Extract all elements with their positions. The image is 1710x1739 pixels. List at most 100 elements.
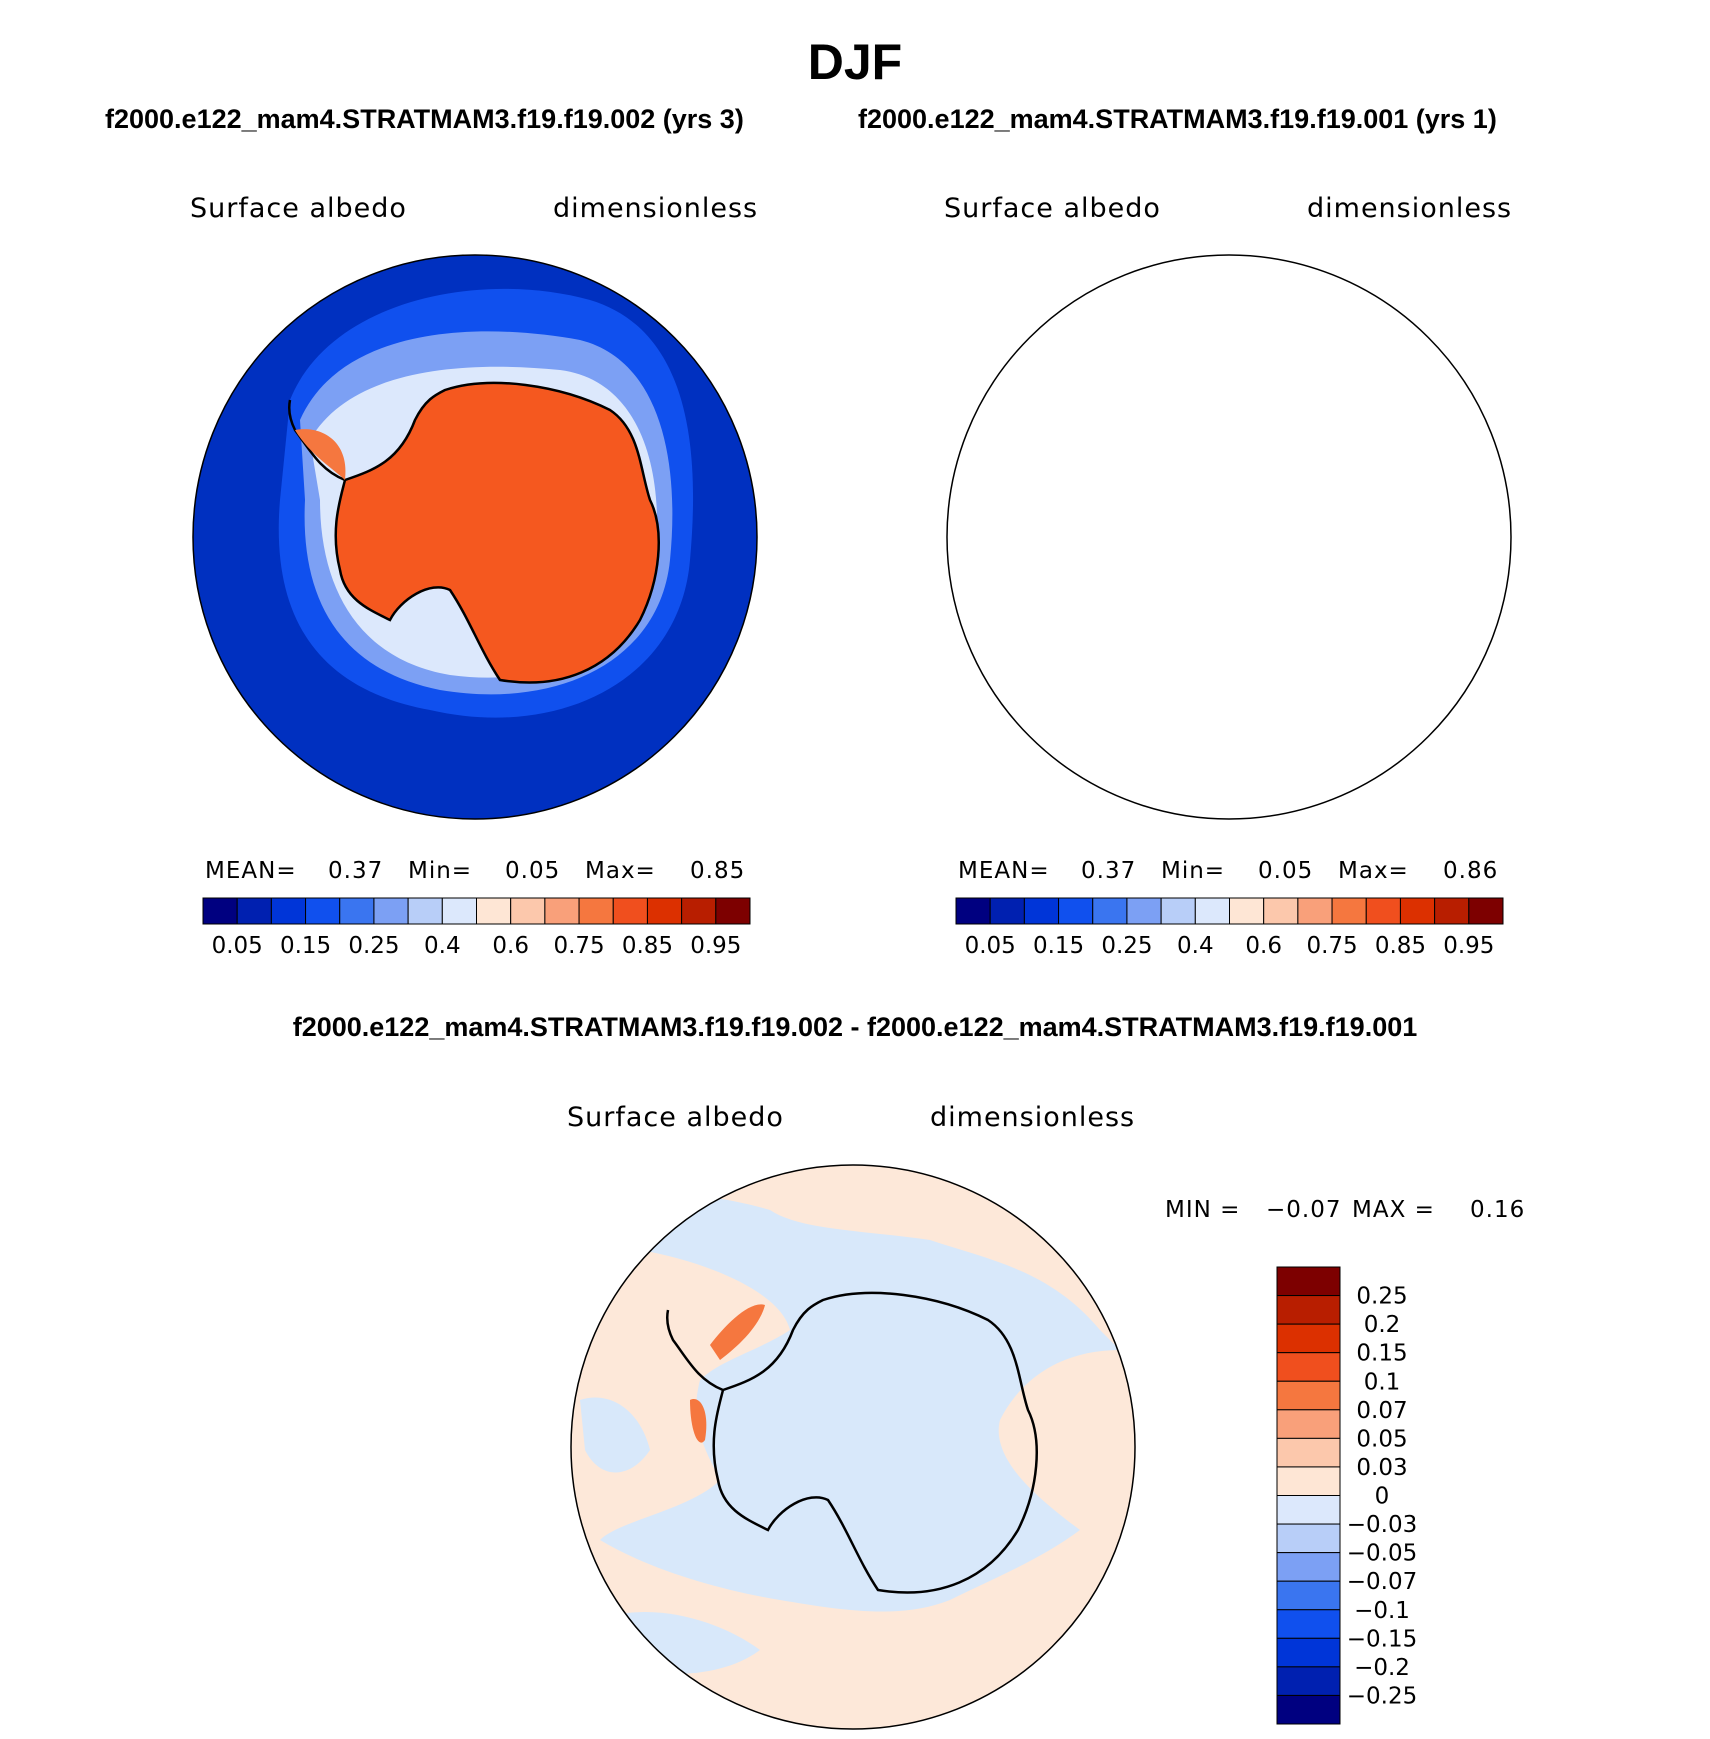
- peninsula-ice: [1049, 429, 1100, 480]
- colorbar-swatch: [1276, 1495, 1341, 1525]
- colorbar-swatch: [1276, 1580, 1341, 1611]
- colorbar-tick-label: 0.15: [1356, 1341, 1407, 1367]
- map-panel-2: [947, 255, 1511, 819]
- colorbar-swatch: [1276, 1694, 1341, 1725]
- colorbar-swatch: [1263, 897, 1299, 925]
- negative-difference-patch-west: [580, 1397, 650, 1473]
- colorbar-swatch: [1276, 1637, 1341, 1668]
- colorbar-swatch: [1276, 1523, 1341, 1554]
- colorbar-swatch: [1023, 897, 1060, 925]
- colorbar-swatch: [1276, 1380, 1341, 1411]
- colorbar-tick-label: 0.75: [1306, 933, 1357, 959]
- colorbar-tick-label: 0.6: [492, 933, 529, 959]
- colorbar-swatch: [612, 897, 648, 925]
- map-panel-1: [193, 255, 757, 819]
- colorbar-tick-label: 0.05: [965, 933, 1016, 959]
- colorbar-tick-label: 0.85: [1375, 933, 1426, 959]
- colorbar-swatch: [1276, 1295, 1341, 1325]
- sea-ice-band-mid: [1054, 331, 1426, 694]
- panel1-max-value: 0.85: [690, 858, 746, 884]
- colorbar-tick-label: 0: [1375, 1484, 1390, 1510]
- colorbar-swatch: [373, 897, 409, 925]
- colorbar-swatch: [1092, 897, 1128, 925]
- colorbar-swatch: [407, 897, 443, 925]
- panel1-variable-label: Surface albedo: [190, 193, 407, 224]
- positive-difference-hotspot-2: [690, 1399, 707, 1443]
- colorbar-swatch: [305, 897, 341, 925]
- panel2-max-value: 0.86: [1443, 858, 1499, 884]
- case-title-right: f2000.e122_mam4.STRATMAM3.f19.f19.001 (y…: [858, 104, 1497, 134]
- colorbar-tick-label: 0.25: [1356, 1284, 1407, 1310]
- panel2-mean-value: 0.37: [1081, 858, 1137, 884]
- colorbar-swatch: [1229, 897, 1265, 925]
- colorbar-swatch: [646, 897, 683, 925]
- difference-title: f2000.e122_mam4.STRATMAM3.f19.f19.002 - …: [292, 1012, 1418, 1042]
- panel2-units-label: dimensionless: [1307, 193, 1513, 224]
- colorbar-swatch: [989, 897, 1025, 925]
- colorbar-swatch: [1276, 1352, 1341, 1382]
- panel1-units-label: dimensionless: [553, 193, 759, 224]
- coastline: [1043, 383, 1412, 683]
- colorbar-tick-label: −0.05: [1347, 1541, 1417, 1567]
- colorbar-tick-label: −0.25: [1347, 1683, 1417, 1709]
- colorbar-swatch: [1434, 897, 1470, 925]
- panel3-max-label: MAX =: [1352, 1197, 1435, 1223]
- panel1-max-label: Max=: [585, 858, 656, 884]
- map3-border: [570, 1164, 1136, 1730]
- colorbar-swatch: [1276, 1266, 1341, 1297]
- colorbar-swatch: [1058, 897, 1094, 925]
- colorbar-swatch: [1297, 897, 1333, 925]
- map2-border: [946, 254, 1512, 820]
- colorbar-tick-label: 0.07: [1356, 1398, 1407, 1424]
- colorbar-swatch: [1194, 897, 1230, 925]
- map1-border: [192, 254, 758, 820]
- colorbar-swatch: [510, 897, 546, 925]
- colorbar-swatch: [544, 897, 580, 925]
- colorbar-tick-label: −0.03: [1347, 1512, 1417, 1538]
- colorbar-swatch: [1331, 897, 1367, 925]
- panel2-min-label: Min=: [1161, 858, 1226, 884]
- colorbar-swatch: [270, 897, 307, 925]
- colorbar-tick-label: −0.07: [1347, 1569, 1417, 1595]
- colorbar-swatch: [1276, 1437, 1341, 1468]
- colorbar-swatch: [1468, 897, 1504, 925]
- colorbar-tick-label: 0.05: [1356, 1426, 1407, 1452]
- main-title: DJF: [807, 34, 903, 90]
- colorbar-tick-label: 0.95: [690, 933, 741, 959]
- colorbar-swatch: [1276, 1409, 1341, 1439]
- positive-difference-hotspot: [710, 1304, 765, 1360]
- colorbar-swatch: [202, 897, 238, 925]
- colorbar-panel-2: 0.05 0.15 0.25 0.4 0.6 0.75 0.85 0.95: [955, 897, 1504, 959]
- colorbar-tick-label: 0.6: [1245, 933, 1282, 959]
- colorbar-swatch: [1276, 1552, 1341, 1582]
- colorbar-swatch: [441, 897, 477, 925]
- colorbar-swatch: [1399, 897, 1436, 925]
- sea-ice-band-outer: [1033, 289, 1447, 718]
- peninsula-ice: [295, 429, 346, 480]
- colorbar-panel-1: 0.05 0.15 0.25 0.4 0.6 0.75 0.85 0.95: [202, 897, 751, 959]
- colorbar-swatch: [1276, 1609, 1341, 1639]
- colorbar-tick-label: 0.15: [280, 933, 331, 959]
- colorbar-tick-label: −0.1: [1354, 1598, 1410, 1624]
- panel3-max-value: 0.16: [1470, 1197, 1526, 1223]
- panel3-min-label: MIN =: [1165, 1197, 1241, 1223]
- negative-difference-region: [580, 1193, 1120, 1612]
- panel3-units-label: dimensionless: [930, 1102, 1136, 1133]
- colorbar-tick-label: 0.05: [212, 933, 263, 959]
- colorbar-swatch: [715, 897, 751, 925]
- colorbar-swatch: [1276, 1323, 1341, 1354]
- colorbar-tick-label: 0.95: [1443, 933, 1494, 959]
- colorbar-tick-label: 0.4: [1177, 933, 1214, 959]
- colorbar-tick-label: 0.85: [622, 933, 673, 959]
- colorbar-tick-label: 0.1: [1364, 1369, 1401, 1395]
- colorbar-swatch: [339, 897, 375, 925]
- antarctica-continent: [335, 382, 659, 683]
- ocean-fill: [947, 255, 1511, 819]
- panel2-variable-label: Surface albedo: [944, 193, 1161, 224]
- panel1-min-value: 0.05: [505, 858, 561, 884]
- colorbar-swatch: [1276, 1466, 1341, 1496]
- case-title-left: f2000.e122_mam4.STRATMAM3.f19.f19.002 (y…: [105, 104, 744, 134]
- panel1-min-label: Min=: [408, 858, 473, 884]
- colorbar-swatch: [236, 897, 272, 925]
